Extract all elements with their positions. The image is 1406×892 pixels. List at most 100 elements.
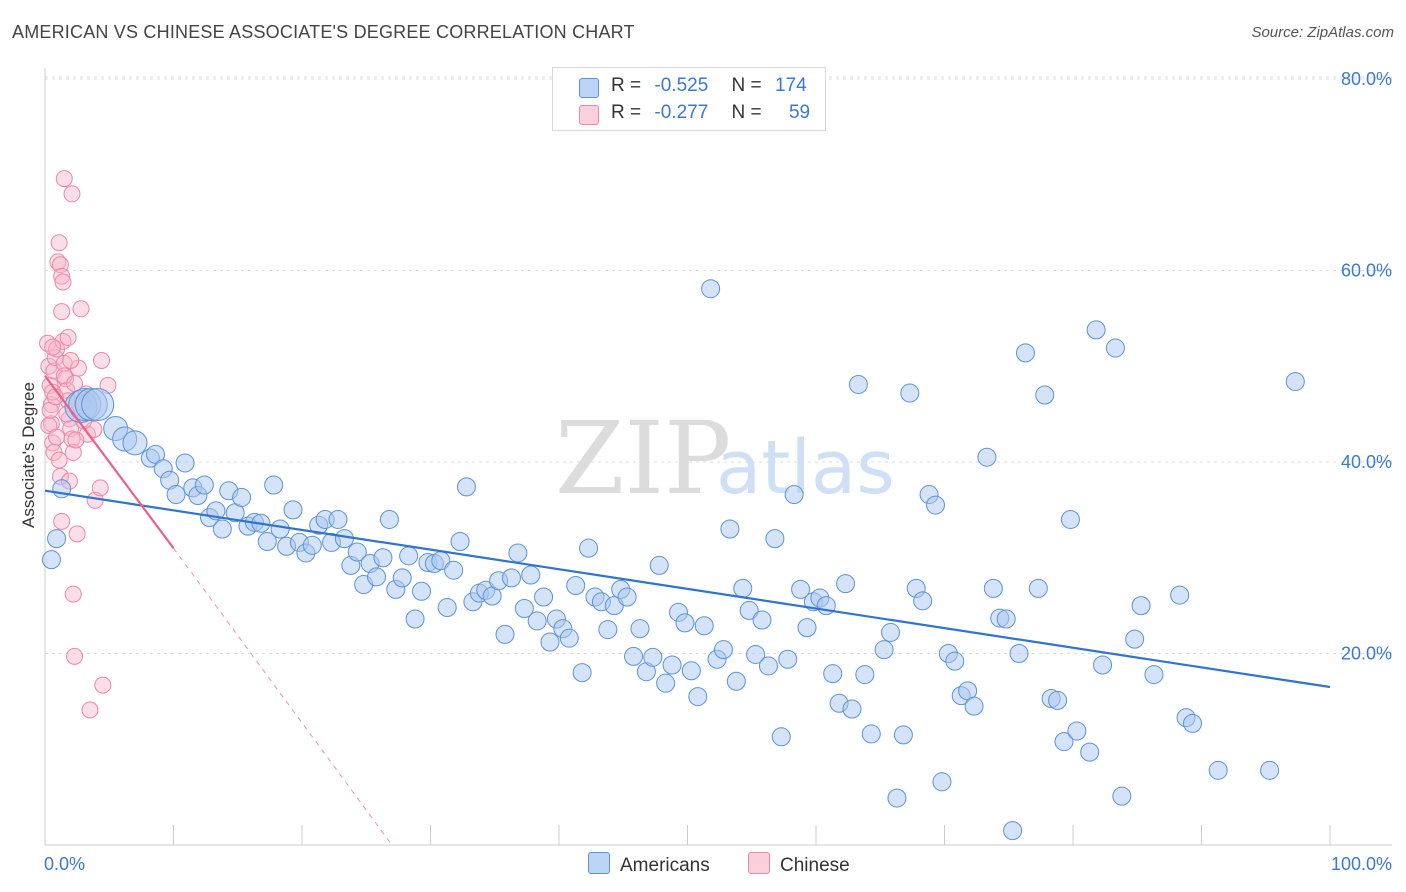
americans-point (662, 655, 682, 675)
americans-point (1003, 821, 1023, 841)
americans-point (1093, 655, 1113, 675)
americans-point (514, 598, 534, 618)
legend-n-label: N = (731, 75, 762, 96)
americans-point (566, 576, 586, 596)
americans-point (1015, 343, 1035, 363)
americans-point (617, 587, 637, 607)
chinese-legend-label: Chinese (780, 855, 850, 876)
americans-point (630, 619, 650, 639)
y-tick-label: 60.0% (1341, 261, 1392, 281)
americans-point (765, 529, 785, 549)
chinese-point (59, 329, 77, 347)
axes (44, 68, 1392, 846)
americans-point (270, 519, 290, 539)
bottom-legend-americans: Americans (588, 852, 710, 877)
legend-n-label: N = (731, 102, 762, 123)
americans-point (495, 624, 515, 644)
americans-point (701, 279, 721, 299)
americans-point (842, 699, 862, 719)
legend-r-label: R = (611, 102, 642, 123)
americans-point (823, 664, 843, 684)
chinese-point (55, 170, 73, 188)
americans-point (437, 598, 457, 618)
americans-point (874, 640, 894, 660)
americans-point (166, 485, 186, 505)
americans-point (1208, 760, 1228, 780)
americans-point (412, 581, 432, 601)
americans-point (797, 618, 817, 638)
americans-point (1028, 578, 1048, 598)
chinese-point (41, 401, 59, 419)
chinese-point (64, 443, 82, 461)
americans-point (122, 430, 148, 456)
americans-point (302, 535, 322, 555)
x-tick-label-max: 100.0% (1331, 854, 1392, 874)
x-tick-label-min: 0.0% (44, 854, 85, 874)
chinese-point (67, 431, 85, 449)
americans-point (913, 591, 933, 611)
legend-r-label: R = (611, 75, 642, 96)
chart-title: AMERICAN VS CHINESE ASSOCIATE'S DEGREE C… (12, 22, 635, 42)
americans-point (996, 609, 1016, 629)
americans-point (1260, 760, 1280, 780)
americans-point (1183, 713, 1203, 733)
americans-point (572, 663, 592, 683)
chinese-legend-swatch (748, 852, 770, 874)
americans-point (367, 567, 387, 587)
chinese-point (50, 234, 68, 252)
americans-point (257, 531, 277, 551)
chinese-point (64, 585, 82, 603)
americans-trend-line (44, 489, 1331, 689)
americans-point (47, 529, 67, 549)
legend-r-value-americans: -0.525 (654, 75, 709, 96)
legend-r-value-chinese: -0.277 (654, 102, 709, 123)
trend-lines (44, 375, 1331, 846)
americans-point (41, 550, 61, 570)
americans-point (778, 649, 798, 669)
americans-point (964, 696, 984, 716)
americans-point (347, 542, 367, 562)
americans-point (81, 388, 115, 422)
americans-point (836, 574, 856, 594)
axis-labels: Associate's Degree 20.0% 40.0% 60.0% 80.0% 0… (19, 69, 1392, 874)
americans-point (405, 609, 425, 629)
americans-point (232, 487, 252, 507)
correlation-legend: R = -0.525 N = 174 R = -0.277 N = 59 (552, 67, 826, 131)
americans-legend-swatch (588, 852, 610, 874)
americans-point (1060, 509, 1080, 529)
americans-point (373, 548, 393, 568)
americans-point (579, 538, 599, 558)
americans-point (893, 725, 913, 745)
watermark-zip: ZIP (555, 400, 731, 517)
chinese-point (54, 273, 72, 291)
chinese-point (63, 185, 81, 203)
bottom-legend-chinese: Chinese (748, 852, 850, 877)
americans-point (1285, 372, 1305, 392)
chinese-point (44, 338, 62, 356)
americans-point (379, 509, 399, 529)
americans-point (1035, 385, 1055, 405)
americans-point (713, 640, 733, 660)
source-label: Source: ZipAtlas.com (1251, 24, 1394, 41)
americans-point (791, 579, 811, 599)
americans-point (733, 578, 753, 598)
americans-point (540, 632, 560, 652)
chinese-trend-extension (173, 547, 393, 846)
americans-point (1144, 665, 1164, 685)
americans-point (624, 646, 644, 666)
americans-point (399, 546, 419, 566)
americans-point (900, 383, 920, 403)
americans-point (983, 578, 1003, 598)
chinese-point (93, 352, 111, 370)
americans-point (688, 687, 708, 707)
americans-point (1131, 596, 1151, 616)
americans-point (726, 671, 746, 691)
americans-point (758, 656, 778, 676)
chinese-point (91, 479, 109, 497)
y-tick-label: 80.0% (1341, 69, 1392, 89)
americans-point (861, 724, 881, 744)
americans-point (501, 568, 521, 588)
chinese-point (72, 300, 90, 318)
americans-point (1080, 742, 1100, 762)
chinese-point (50, 451, 68, 469)
